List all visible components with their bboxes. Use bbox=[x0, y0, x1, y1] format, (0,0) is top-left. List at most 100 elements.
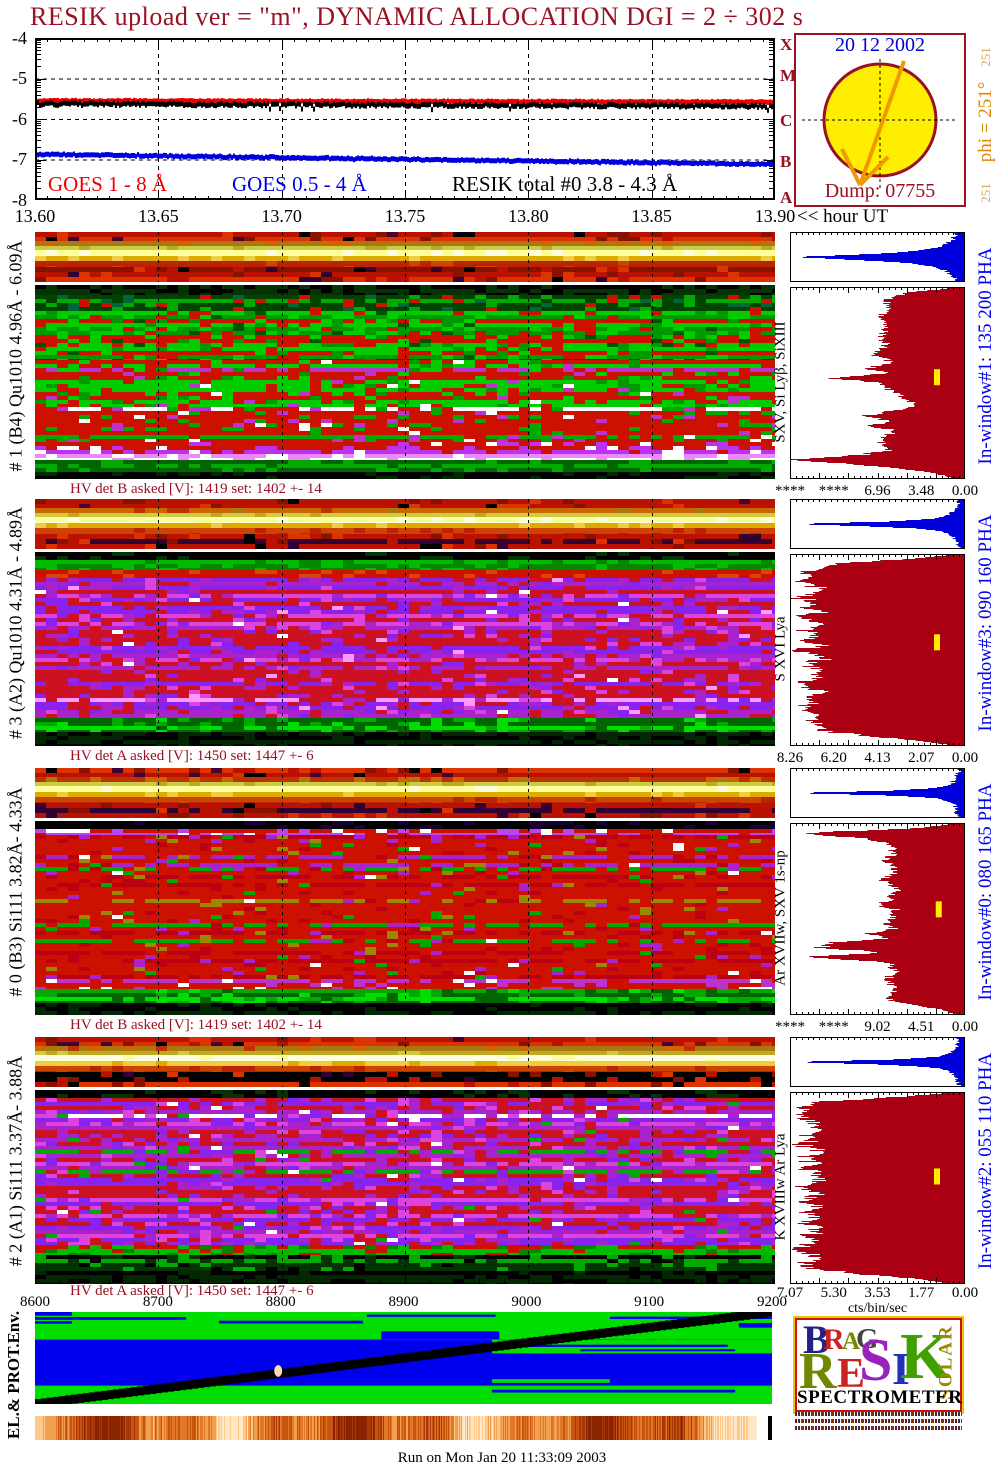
logo-letter: E bbox=[837, 1351, 866, 1397]
pha-axis-tick-label: 0.00 bbox=[951, 1285, 979, 1301]
logo-letter: K bbox=[900, 1320, 952, 1393]
observation-date: 20 12 2002 bbox=[835, 34, 925, 56]
bottom-x-tick-label: 8700 bbox=[142, 1294, 173, 1310]
hv-status-label: HV det A asked [V]: 1450 set: 1447 +- 6 bbox=[70, 1283, 314, 1299]
phi-angle-label: phi = 251° bbox=[975, 81, 996, 163]
hv-status-label: HV det A asked [V]: 1450 set: 1447 +- 6 bbox=[70, 748, 314, 764]
spectrogram-strip-canvas-2 bbox=[35, 499, 775, 549]
pha-axis-unit-label: cts/bin/sec bbox=[847, 1301, 908, 1316]
panel-left-label: # 1 (B4) Qu1010 4.96Å - 6.09Å bbox=[5, 240, 26, 471]
pha-axis-tick-label: **** bbox=[818, 483, 849, 499]
goes-x-tick-label: 13.75 bbox=[384, 206, 426, 226]
phi-small-top-label: 251 bbox=[978, 47, 993, 67]
phi-small-bottom-label: 251 bbox=[978, 183, 993, 203]
pha-axis-tick-label: 3.53 bbox=[864, 1285, 891, 1301]
pha-axis-tick-label: 4.13 bbox=[864, 750, 891, 766]
pha-axis-tick-label: 2.07 bbox=[908, 750, 935, 766]
panel-left-label: # 0 (B3) Si111 3.82Å- 4.33Å bbox=[5, 786, 26, 997]
activity-strip-end-bar bbox=[768, 1416, 772, 1440]
in-window-label: In-window#3: 090 160 PHA bbox=[975, 514, 996, 731]
goes-class-letter: B bbox=[780, 152, 792, 171]
spectrogram-main-canvas-1 bbox=[35, 285, 775, 479]
goes-class-letter: C bbox=[780, 111, 793, 130]
pha-axis-tick-label: **** bbox=[818, 1019, 849, 1035]
legend-goes-05-4: GOES 0.5 - 4 Å bbox=[232, 172, 367, 196]
goes-flux-plot-canvas bbox=[35, 38, 775, 200]
spectrogram-strip-canvas-3 bbox=[35, 768, 775, 818]
pha-axis-tick-label: 0.00 bbox=[951, 750, 979, 766]
pha-blue-hist-canvas-4 bbox=[790, 1037, 965, 1087]
bottom-x-tick-label: 9000 bbox=[511, 1294, 542, 1310]
hv-status-label: HV det B asked [V]: 1419 set: 1402 +- 14 bbox=[70, 481, 322, 497]
goes-class-letter: X bbox=[780, 35, 793, 54]
in-window-label: In-window#1: 135 200 PHA bbox=[975, 247, 996, 464]
logo-letter: G bbox=[856, 1323, 879, 1355]
goes-y-tick-label: -5 bbox=[12, 68, 27, 88]
pha-blue-hist-canvas-1 bbox=[790, 232, 965, 282]
goes-y-tick-label: -7 bbox=[12, 149, 27, 169]
electron-proton-env-canvas bbox=[35, 1312, 772, 1404]
logo-credits-line bbox=[795, 1419, 962, 1423]
goes-class-letter: M bbox=[780, 66, 797, 85]
pha-axis-tick-label: 3.48 bbox=[908, 483, 935, 499]
pha-axis-tick-label: 0.00 bbox=[951, 1019, 979, 1035]
pha-red-hist-canvas-1 bbox=[790, 287, 965, 479]
activity-strip-canvas bbox=[35, 1416, 757, 1440]
pha-axis-tick-label: **** bbox=[775, 483, 805, 499]
goes-class-letter: A bbox=[780, 188, 793, 207]
goes-x-tick-label: 13.60 bbox=[14, 206, 56, 226]
legend-resik-total: RESIK total #0 3.8 - 4.3 Å bbox=[452, 172, 678, 196]
pha-axis-tick-label: 5.30 bbox=[820, 1285, 847, 1301]
bottom-x-tick-label: 9100 bbox=[634, 1294, 665, 1310]
goes-x-tick-label: 13.80 bbox=[508, 206, 549, 226]
flare-position-arrow bbox=[840, 60, 906, 187]
pha-axis-tick-label: 0.00 bbox=[951, 483, 979, 499]
in-window-label: In-window#0: 080 165 PHA bbox=[975, 783, 996, 1000]
hv-status-label: HV det B asked [V]: 1419 set: 1402 +- 14 bbox=[70, 1017, 322, 1033]
resik-logo: B R A G R E S I K SOLAR SPECTROMETER bbox=[793, 1316, 964, 1414]
panel-left-label: # 2 (A1) Si111 3.37Å- 3.88Å bbox=[5, 1055, 26, 1266]
logo-letter: R bbox=[799, 1343, 837, 1400]
spectrogram-main-canvas-3 bbox=[35, 821, 775, 1015]
pha-axis-tick-label: **** bbox=[775, 1019, 805, 1035]
spectrogram-main-canvas-4 bbox=[35, 1090, 775, 1284]
logo-letter: B bbox=[803, 1317, 830, 1362]
species-label: Ar XVIIw, SXV 1s-np bbox=[772, 850, 789, 986]
sun-disk-drawing bbox=[802, 59, 958, 191]
pha-red-hist-canvas-3 bbox=[790, 823, 965, 1015]
species-label: K XVIIIw Ar Lya bbox=[772, 1133, 789, 1241]
pha-axis-tick-label: 9.02 bbox=[864, 1019, 891, 1035]
in-window-label: In-window#2: 055 110 PHA bbox=[975, 1052, 996, 1269]
goes-x-tick-label: 13.65 bbox=[138, 206, 179, 226]
pha-blue-hist-canvas-3 bbox=[790, 768, 965, 818]
pha-axis-tick-label: 8.26 bbox=[776, 750, 804, 766]
el-prot-env-label: EL.& PROT.Env. bbox=[4, 1310, 23, 1440]
panel-left-label: # 3 (A2) Qu1010 4.31Å - 4.89Å bbox=[5, 506, 26, 739]
pha-blue-hist-canvas-2 bbox=[790, 499, 965, 549]
goes-y-tick-label: -6 bbox=[12, 109, 27, 129]
page-title: RESIK upload ver = "m", DYNAMIC ALLOCATI… bbox=[30, 2, 804, 31]
hour-ut-axis-label: << hour UT bbox=[797, 206, 889, 227]
legend-goes-1-8: GOES 1 - 8 Å bbox=[48, 172, 167, 196]
goes-x-tick-label: 13.90 bbox=[754, 206, 796, 226]
bottom-x-tick-label: 8800 bbox=[265, 1294, 296, 1310]
pha-axis-tick-label: 7.07 bbox=[776, 1285, 804, 1301]
goes-y-tick-label: -8 bbox=[12, 190, 27, 210]
run-timestamp: Run on Mon Jan 20 11:33:09 2003 bbox=[397, 1450, 607, 1466]
bottom-x-tick-label: 8900 bbox=[388, 1294, 419, 1310]
sun-disk-panel bbox=[794, 33, 966, 207]
spectrogram-main-canvas-2 bbox=[35, 552, 775, 746]
spectrogram-strip-canvas-1 bbox=[35, 232, 775, 282]
pha-axis-tick-label: 6.20 bbox=[820, 750, 847, 766]
goes-x-tick-label: 13.70 bbox=[261, 206, 302, 226]
goes-x-tick-label: 13.85 bbox=[631, 206, 672, 226]
pha-axis-tick-label: 6.96 bbox=[864, 483, 891, 499]
species-label: S XVI Lya bbox=[772, 616, 789, 682]
dump-number: Dump: 07755 bbox=[824, 180, 936, 202]
logo-letter: A bbox=[842, 1328, 861, 1355]
species-label: SXV, Si Lyβ, SiXIII bbox=[772, 321, 789, 443]
logo-credits-line bbox=[795, 1426, 962, 1430]
logo-letter: R bbox=[823, 1323, 845, 1356]
logo-letter: I bbox=[892, 1343, 910, 1394]
